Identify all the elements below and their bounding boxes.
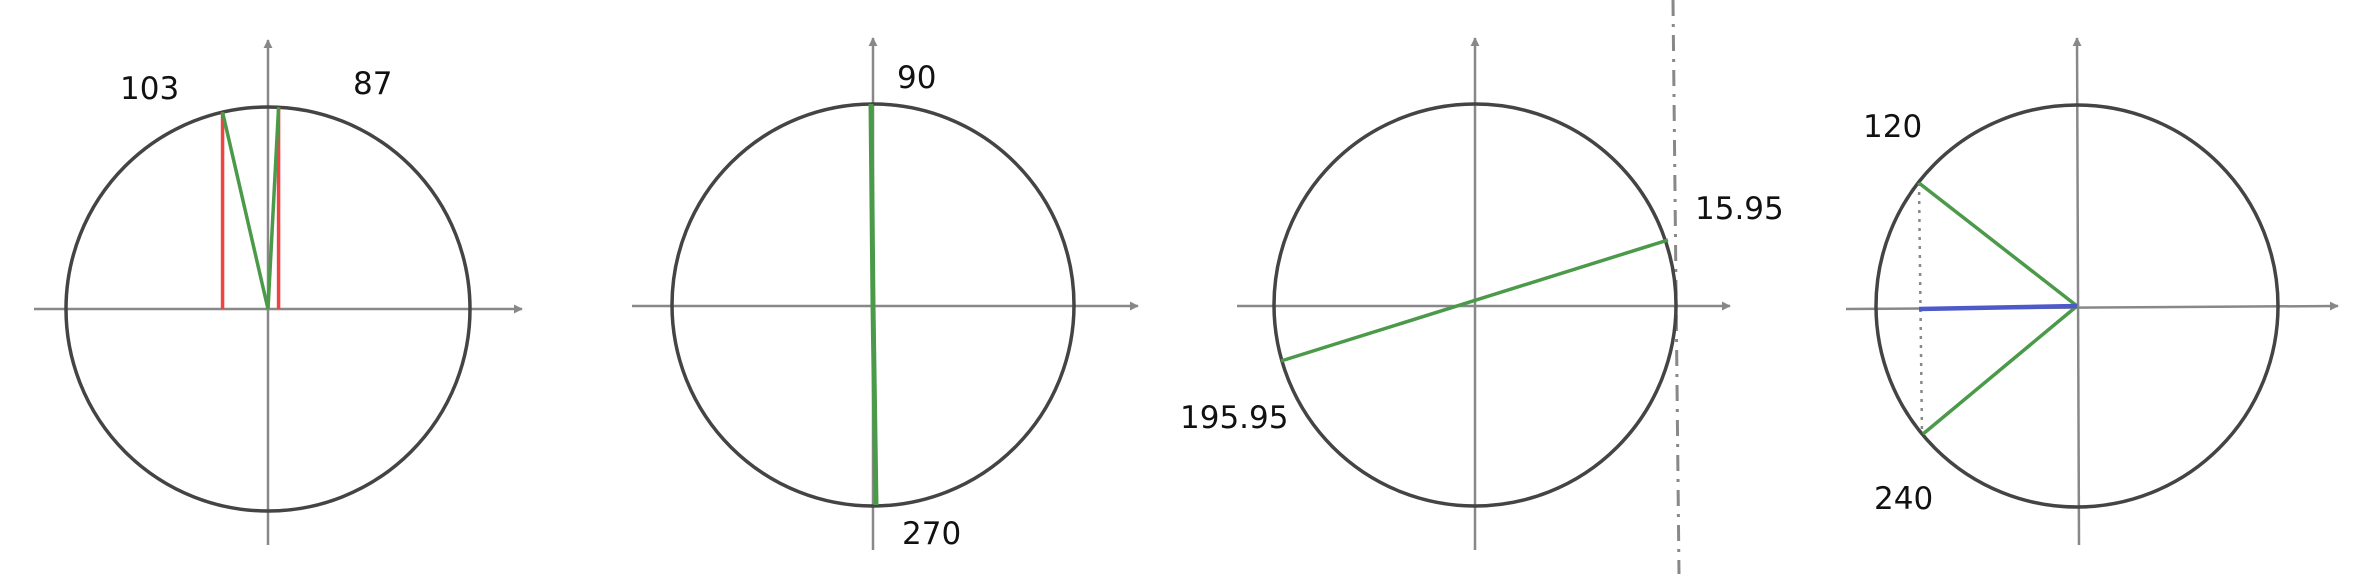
panel-angles-103-87: 103 87 [34,39,523,545]
diameter-line [1280,238,1669,363]
angle-label-90: 90 [897,60,936,96]
radius-line-240 [1921,304,2079,436]
angle-label-240: 240 [1874,481,1933,517]
radius-line-120 [1917,181,2079,308]
radius-line-90 [868,103,876,306]
panel-angles-90-270: 90 270 [632,37,1139,552]
dotted-chord [1917,182,1924,435]
panel-angles-120-240: 120 240 [1845,37,2339,546]
radius-line-270 [870,304,879,506]
angle-label-15.95: 15.95 [1695,191,1784,227]
cosine-segment [1918,303,2078,312]
unit-circle [1272,102,1678,508]
angle-label-195.95: 195.95 [1180,400,1288,436]
y-axis [2072,37,2082,546]
radius-line-103 [220,111,270,310]
unit-circle [64,105,472,513]
angle-label-103: 103 [120,71,179,107]
angle-label-270: 270 [902,516,961,552]
panel-angles-15.95-195.95: 15.95 195.95 [1180,0,1784,574]
radius-line-87 [266,107,281,310]
angle-label-120: 120 [1863,109,1922,145]
angle-label-87: 87 [353,66,392,102]
unit-circle [1874,103,2280,509]
